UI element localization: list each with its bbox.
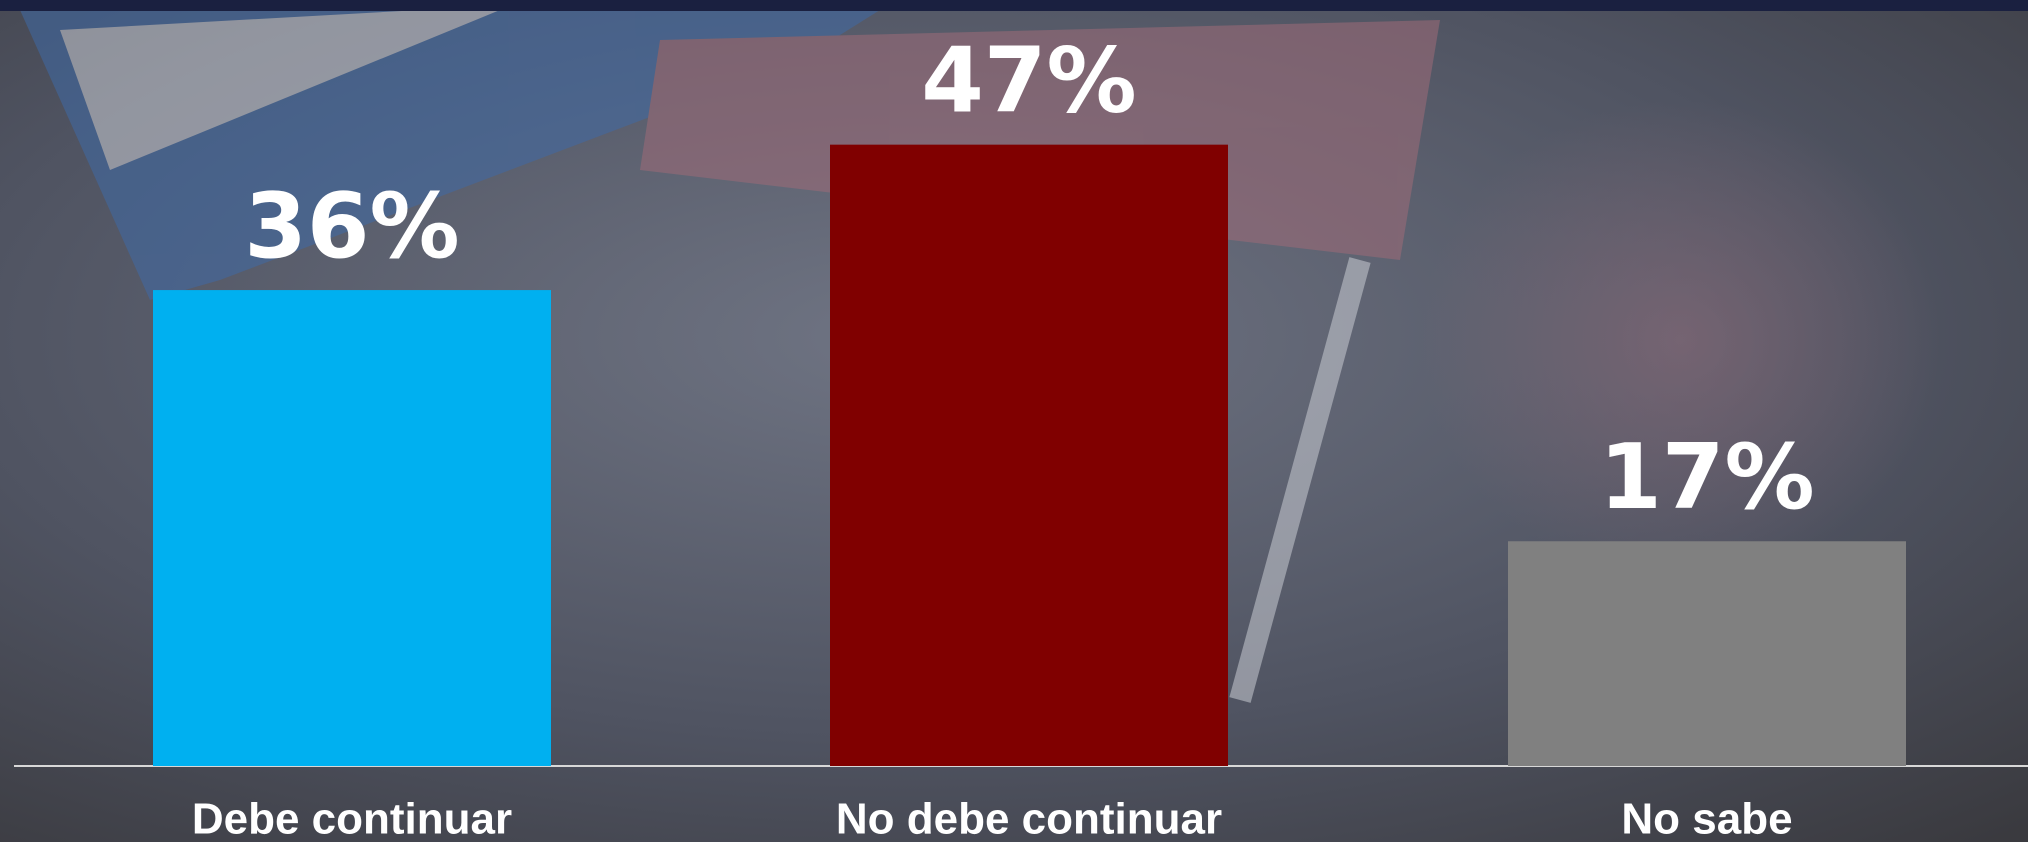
bar bbox=[1508, 541, 1906, 766]
category-label: Debe continuar bbox=[192, 795, 512, 842]
flag-decoration bbox=[20, 10, 1440, 703]
top-bar bbox=[0, 0, 2028, 11]
category-label: No debe continuar bbox=[836, 795, 1222, 842]
bar bbox=[830, 144, 1228, 766]
value-label: 36% bbox=[244, 174, 459, 279]
value-label: 47% bbox=[921, 29, 1136, 134]
bar bbox=[153, 290, 551, 766]
category-label: No sabe bbox=[1621, 795, 1792, 842]
background-blur bbox=[1420, 100, 1940, 580]
value-label: 17% bbox=[1599, 425, 1814, 530]
